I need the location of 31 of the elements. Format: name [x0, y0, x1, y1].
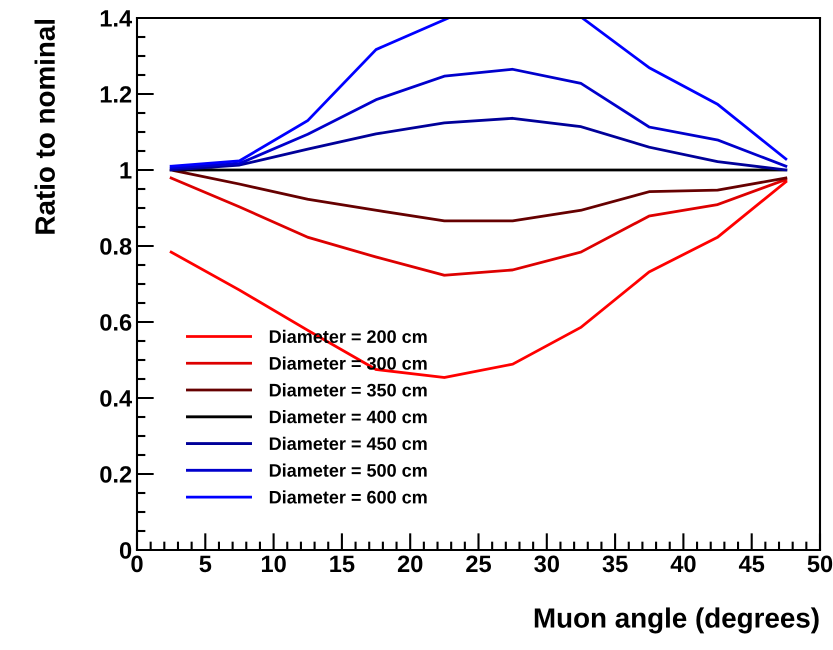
line-series — [170, 180, 788, 379]
legend-label: Diameter = 600 cm — [270, 490, 427, 504]
x-tick-label: 50 — [808, 555, 832, 572]
line-series — [170, 168, 788, 222]
line-series — [170, 176, 788, 277]
legend-label: Diameter = 400 cm — [270, 410, 427, 424]
y-tick-label: 0.8 — [100, 238, 132, 255]
line-series — [170, 116, 788, 172]
y-tick-label: 0 — [120, 542, 132, 559]
line-series — [170, 68, 788, 170]
y-axis-title: Ratio to nominal — [34, 20, 55, 234]
y-tick-label: 1.4 — [100, 10, 132, 27]
x-tick-label: 40 — [670, 555, 696, 572]
x-tick-label: 15 — [330, 556, 354, 572]
y-tick-label: 1.2 — [100, 86, 132, 103]
y-tick-label: 0.6 — [100, 314, 132, 331]
x-axis-title: Muon angle (degrees) — [534, 607, 819, 634]
x-tick-label: 5 — [199, 556, 212, 572]
x-tick-label: 25 — [466, 555, 491, 572]
y-tick-label: 0.2 — [100, 466, 132, 483]
legend-label: Diameter = 450 cm — [270, 436, 427, 450]
y-tick-label: 0.4 — [100, 390, 132, 407]
x-tick-label: 20 — [398, 555, 422, 572]
legend-label: Diameter = 500 cm — [270, 464, 427, 477]
x-tick-label: 35 — [602, 555, 628, 572]
x-tick-label: 30 — [534, 555, 559, 572]
x-tick-label: 10 — [262, 555, 286, 572]
x-tick-label: 45 — [738, 556, 764, 572]
legend-label: Diameter = 300 cm — [270, 356, 427, 370]
y-tick-label: 1 — [120, 162, 132, 179]
legend-label: Diameter = 350 cm — [270, 383, 427, 397]
